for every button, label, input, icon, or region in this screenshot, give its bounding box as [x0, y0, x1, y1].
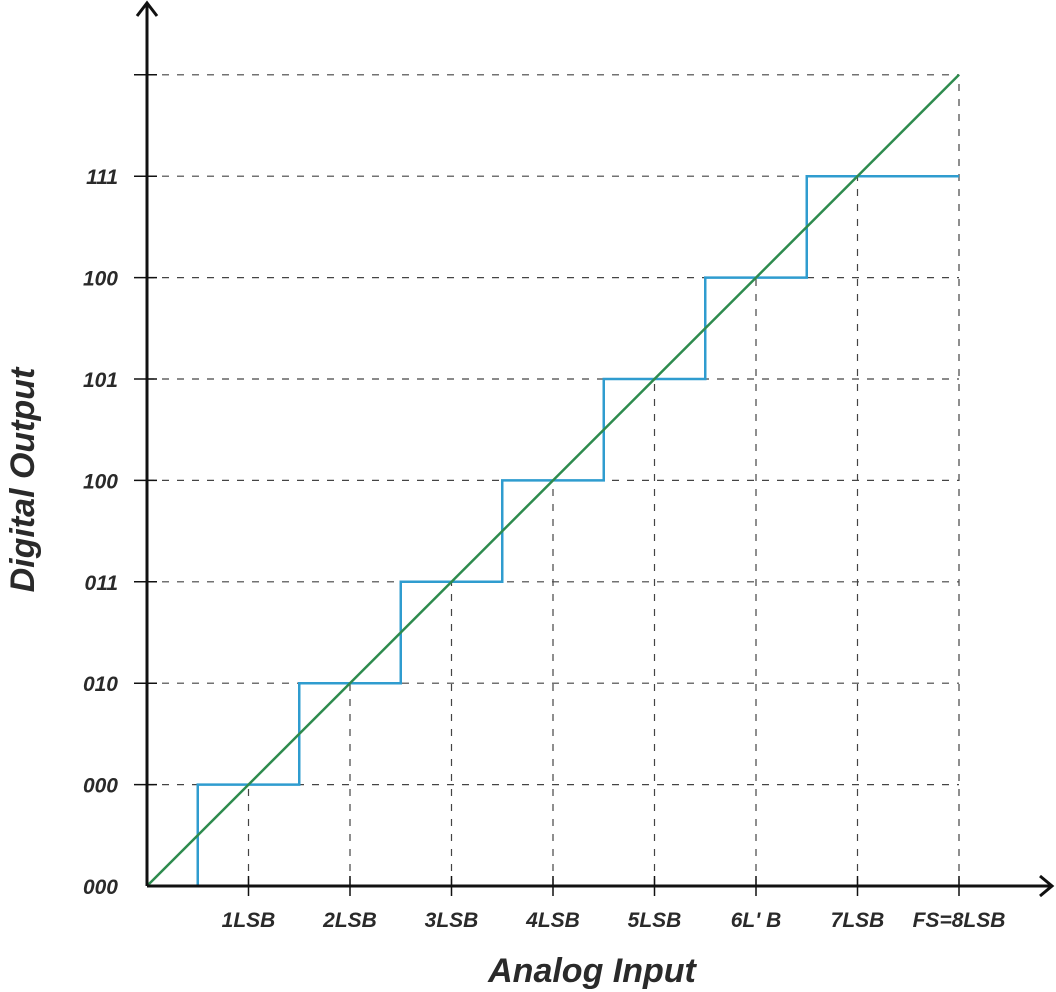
y-axis-arrow	[135, 0, 159, 17]
x-tick-label: FS=8LSB	[913, 909, 1006, 932]
y-tick-label: 011	[85, 572, 118, 595]
y-tick-label: 100	[83, 470, 118, 493]
y-tick-label: 111	[86, 166, 118, 189]
x-tick-label: 7LSB	[831, 909, 885, 932]
y-tick-label: 000	[83, 876, 118, 899]
y-tick-label: 100	[83, 268, 118, 291]
x-tick-label: 2LSB	[322, 909, 377, 932]
x-tick-label: 4LSB	[525, 909, 580, 932]
x-axis-arrow	[1039, 874, 1055, 898]
y-tick-label: 000	[83, 775, 118, 798]
y-tick-label: 010	[83, 673, 118, 696]
x-tick-label: 3LSB	[425, 909, 479, 932]
x-tick-label: 5LSB	[628, 909, 682, 932]
ideal-line-series	[146, 73, 960, 887]
x-tick-label: 6L' B	[731, 909, 782, 932]
y-tick-label: 101	[83, 369, 118, 392]
x-tick-label: 1LSB	[222, 909, 276, 932]
x-axis-label: Analog Input	[487, 952, 697, 990]
y-axis-label: Digital Output	[4, 366, 42, 592]
